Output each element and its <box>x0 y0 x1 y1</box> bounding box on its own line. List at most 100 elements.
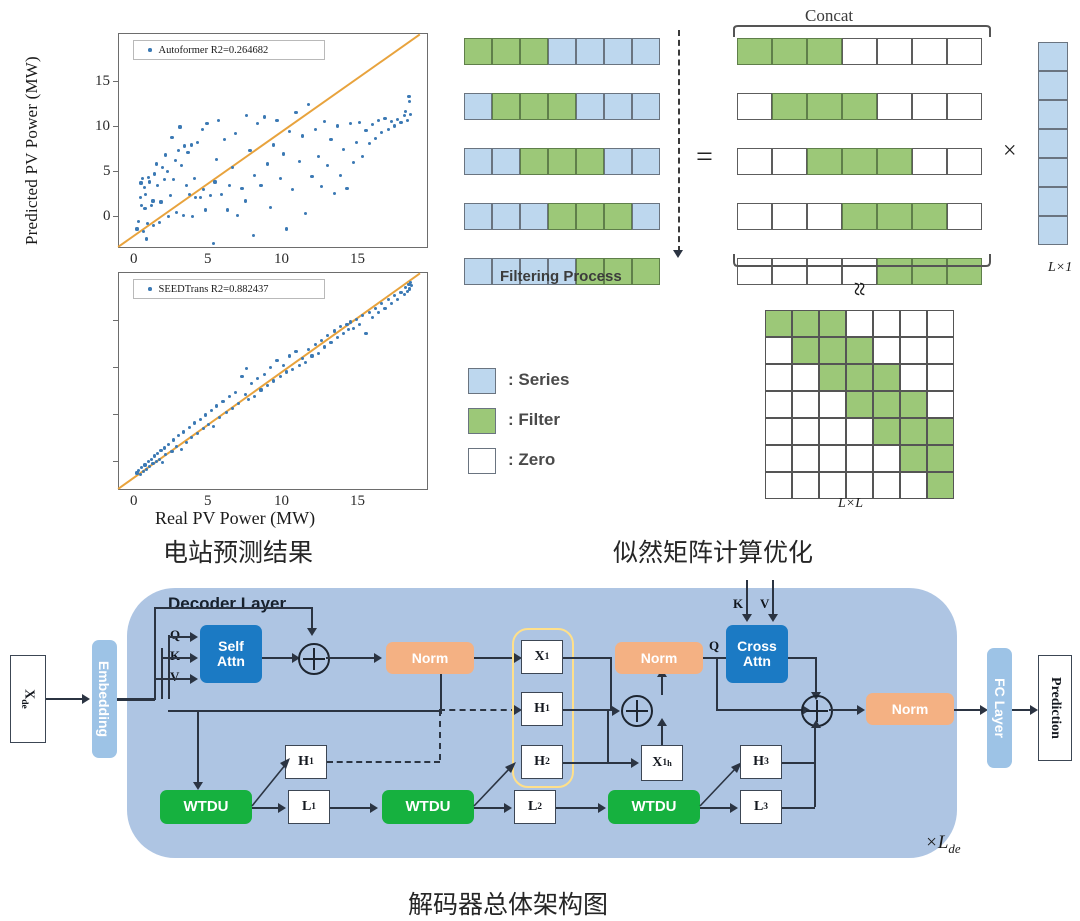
data-point <box>137 469 141 473</box>
cell-filter <box>947 258 982 285</box>
filtering-row <box>464 93 660 120</box>
data-point <box>408 99 412 103</box>
cell-filter <box>877 258 912 285</box>
data-point <box>172 438 176 442</box>
data-point <box>168 193 173 197</box>
matrix-cell-zero <box>927 337 954 364</box>
data-point <box>214 157 219 162</box>
plot2-ytickmark <box>113 461 118 463</box>
concat-title: Concat <box>805 6 854 25</box>
matrix-cell-zero <box>900 472 927 499</box>
matrix-cell-filter <box>792 310 819 337</box>
data-point <box>358 322 362 326</box>
data-point <box>224 411 228 415</box>
matrix-cell-zero <box>765 337 792 364</box>
data-point <box>303 361 308 365</box>
dashed-norm1-to-h1 <box>439 709 517 711</box>
data-point <box>332 329 336 333</box>
data-point <box>208 193 212 197</box>
cross-attn-line2: Attn <box>743 653 771 669</box>
line-crossattn-out <box>788 657 816 659</box>
data-point <box>275 118 279 122</box>
cell-filter <box>737 38 772 65</box>
data-point <box>214 404 219 408</box>
norm1-label: Norm <box>411 649 449 666</box>
data-point <box>386 127 390 131</box>
data-point <box>160 461 165 465</box>
matrix-cell-zero <box>819 391 846 418</box>
data-point <box>141 470 146 474</box>
cell-zero <box>947 38 982 65</box>
cell-series <box>464 203 492 230</box>
data-point <box>316 154 320 158</box>
plot1-xtick-15: 15 <box>350 251 365 267</box>
prediction-label: Prediction <box>1048 677 1063 739</box>
legend-label: SEEDTrans R2=0.882437 <box>158 283 269 295</box>
lx1-label: L×1 <box>1048 260 1073 275</box>
matrix-cell-zero <box>900 364 927 391</box>
arrowhead-l1-wtdu2 <box>370 802 378 813</box>
cell-zero <box>842 258 877 285</box>
data-point <box>404 286 408 290</box>
label-v-self: V <box>170 669 180 684</box>
legend-label: Autoformer R2=0.264682 <box>158 44 269 56</box>
arrowhead-branch-wtdu <box>193 782 203 790</box>
data-point <box>227 395 231 399</box>
line-branch-to-wtdu <box>168 710 440 712</box>
line-trunk-down <box>168 635 170 699</box>
data-point <box>179 163 184 167</box>
matrix-cell-filter <box>927 445 954 472</box>
line-branch-wtdu-down <box>197 710 199 785</box>
label-q-cross: Q <box>709 638 720 653</box>
data-point <box>162 446 166 450</box>
data-point <box>303 211 308 215</box>
cell-series <box>604 148 632 175</box>
cell-zero <box>947 203 982 230</box>
cell-zero <box>877 38 912 65</box>
plot1-ylabel: Predicted PV Power (MW) <box>22 56 41 245</box>
data-point <box>380 302 384 306</box>
norm3-label: Norm <box>891 700 929 717</box>
plot2-xtick-15: 15 <box>350 493 365 509</box>
data-point <box>211 424 215 428</box>
cell-filter <box>842 93 877 120</box>
data-point <box>408 113 413 117</box>
highlighted-state-group <box>512 628 574 788</box>
concat-row <box>737 258 982 285</box>
arrowhead-x1h-add2 <box>657 718 667 726</box>
line-h2-down <box>607 709 609 762</box>
matrix-cell-zero <box>819 445 846 472</box>
norm-block-3: Norm <box>866 693 954 725</box>
arrowhead-residual-selfattn <box>307 628 317 636</box>
matrix-cell-filter <box>819 337 846 364</box>
plot1-legend: Autoformer R2=0.264682 <box>133 40 325 60</box>
scatter-plot-autoformer: Predicted PV Power (MW) Autoformer R2=0.… <box>0 0 450 275</box>
wtdu2-label: WTDU <box>405 798 451 816</box>
cell-zero <box>842 38 877 65</box>
data-point <box>146 460 150 464</box>
decoder-layer-title: Decoder Layer <box>168 594 287 613</box>
cell-filter <box>548 93 576 120</box>
data-point <box>338 173 343 177</box>
data-point <box>145 467 149 472</box>
cell-series <box>576 93 604 120</box>
arrowhead-k-cross <box>742 614 752 622</box>
data-point <box>207 422 211 426</box>
data-point <box>300 134 304 138</box>
cell-zero <box>912 148 947 175</box>
plot2-xtick-0: 0 <box>130 493 138 509</box>
data-point <box>377 118 381 122</box>
wtdu-block-3: WTDU <box>608 790 700 824</box>
data-point <box>200 127 204 131</box>
data-point <box>389 302 394 306</box>
cell-zero <box>772 258 807 285</box>
data-point <box>165 170 169 174</box>
data-point <box>240 374 244 379</box>
data-point <box>187 425 192 430</box>
matrix-cell-zero <box>873 445 900 472</box>
data-point <box>383 116 387 120</box>
cell-series <box>464 148 492 175</box>
data-point <box>221 399 225 404</box>
data-point <box>157 220 161 224</box>
